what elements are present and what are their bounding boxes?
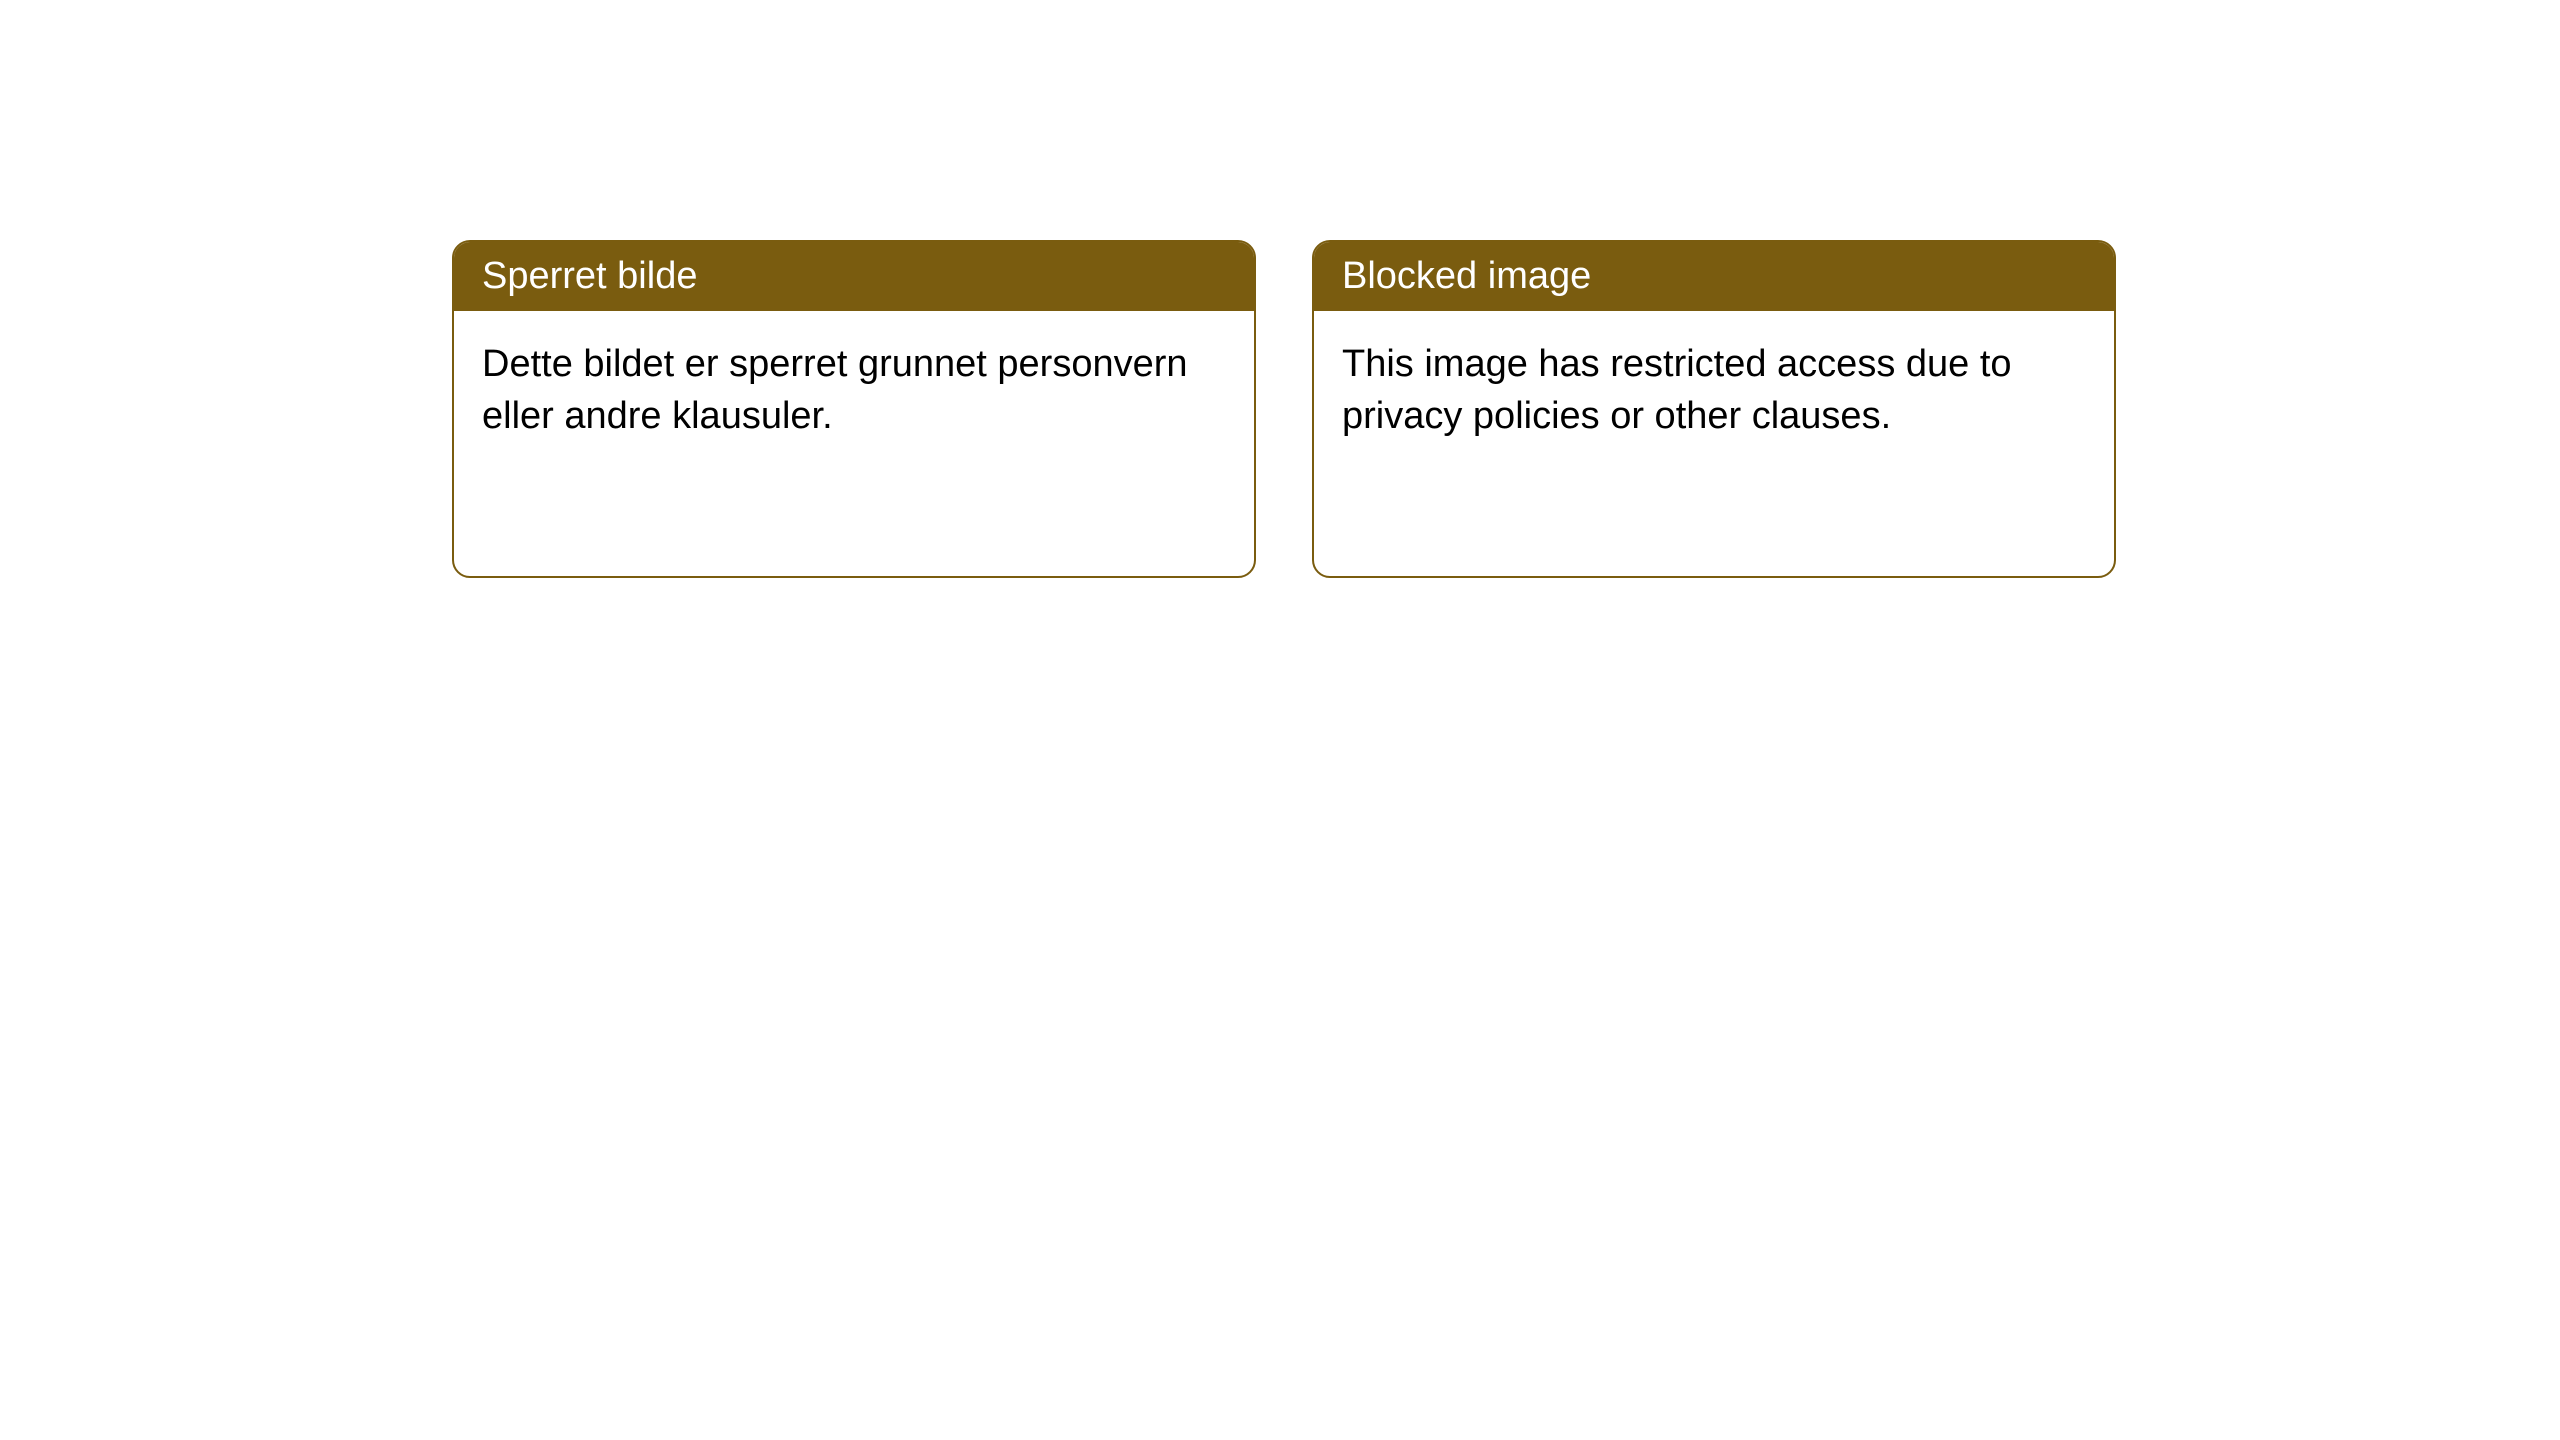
notice-container: Sperret bilde Dette bildet er sperret gr… [0, 0, 2560, 578]
notice-header: Blocked image [1314, 242, 2114, 311]
notice-card-norwegian: Sperret bilde Dette bildet er sperret gr… [452, 240, 1256, 578]
notice-body: Dette bildet er sperret grunnet personve… [454, 311, 1254, 470]
notice-header: Sperret bilde [454, 242, 1254, 311]
notice-body: This image has restricted access due to … [1314, 311, 2114, 470]
notice-card-english: Blocked image This image has restricted … [1312, 240, 2116, 578]
